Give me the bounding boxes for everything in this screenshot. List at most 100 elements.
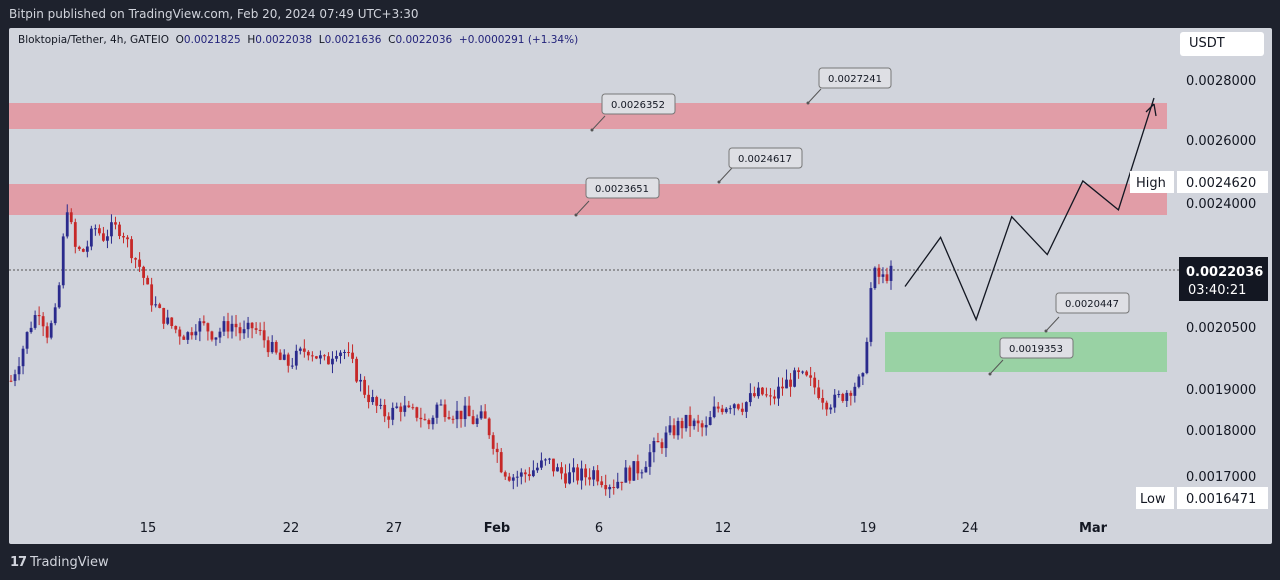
candle-body	[716, 406, 720, 409]
candle-body	[126, 237, 129, 240]
low-key: L	[318, 34, 325, 46]
candle-body	[17, 366, 21, 375]
high-label-box	[1130, 171, 1174, 193]
candle-body	[222, 321, 226, 332]
candle-body	[833, 394, 837, 408]
candle-body	[761, 387, 764, 395]
low-value: 0.0016471	[1186, 492, 1256, 507]
candle-body	[540, 460, 543, 468]
candle-body	[535, 467, 539, 471]
candle-body	[286, 354, 290, 366]
candle-body	[49, 323, 53, 338]
candle-body	[351, 352, 354, 359]
x-tick: 15	[140, 521, 157, 536]
candle-body	[258, 329, 262, 331]
candle-body	[21, 348, 25, 367]
candle-body	[359, 379, 362, 382]
candle-body	[339, 352, 342, 357]
candle-body	[371, 397, 375, 403]
candle-body	[624, 467, 628, 483]
candle-body	[218, 331, 222, 338]
candle-body	[467, 405, 471, 417]
candle-body	[793, 370, 796, 387]
tradingview-brand[interactable]: 17 TradingView	[10, 555, 109, 570]
candle-body	[507, 476, 511, 481]
chart-area[interactable]: 0.0026352 0.0027241 0.0023651 0.0024617 …	[9, 28, 1272, 544]
candle-body	[873, 267, 877, 289]
candle-body	[77, 246, 81, 250]
candle-body	[93, 228, 97, 230]
candle-body	[270, 341, 274, 353]
symbol-legend[interactable]: Bloktopia/Tether, 4h, GATEIO O0.0021825 …	[18, 34, 578, 46]
candle-body	[877, 267, 881, 277]
candle-body	[102, 233, 105, 241]
candle-body	[69, 212, 73, 223]
callout-label: 0.0024617	[738, 154, 792, 165]
y-tick: 0.0028000	[1186, 74, 1256, 89]
candle-body	[363, 379, 367, 395]
candle-body	[210, 331, 214, 340]
candle-body	[106, 236, 109, 241]
candle-body	[13, 374, 17, 381]
candle-body	[415, 407, 419, 418]
candle-body	[588, 477, 592, 480]
x-tick: 22	[283, 521, 300, 536]
callout-0026352[interactable]: 0.0026352	[590, 93, 676, 132]
low-label: Low	[1140, 492, 1166, 507]
candle-body	[302, 348, 306, 352]
candle-body	[752, 393, 756, 397]
currency-unit-button[interactable]: USDT	[1180, 32, 1264, 56]
candle-body	[813, 377, 817, 388]
candle-body	[748, 393, 752, 403]
candle-body	[568, 472, 571, 484]
callout-0027241[interactable]: 0.0027241	[806, 67, 892, 105]
candle-body	[53, 307, 57, 324]
candle-body	[857, 376, 861, 387]
candle-body	[419, 417, 423, 420]
callout-0019353[interactable]: 0.0019353	[988, 337, 1074, 376]
callout-label: 0.0027241	[828, 74, 882, 85]
candle-body	[33, 315, 37, 328]
candle-body	[134, 258, 137, 260]
candle-body	[178, 329, 182, 337]
candle-body	[226, 321, 230, 332]
candle-body	[720, 408, 724, 413]
y-tick: 0.0020500	[1186, 321, 1256, 336]
candle-body	[889, 265, 893, 281]
open-value: 0.0021825	[183, 34, 241, 46]
candle-body	[150, 284, 154, 306]
callout-0020447[interactable]: 0.0020447	[1044, 292, 1130, 333]
callout-0024617[interactable]: 0.0024617	[717, 147, 803, 184]
candle-body	[459, 410, 463, 420]
candle-body	[294, 350, 298, 366]
candle-body	[81, 249, 85, 252]
y-tick: 0.0017000	[1186, 470, 1256, 485]
candle-body	[335, 356, 338, 359]
candle-body	[146, 277, 150, 285]
candle-body	[278, 352, 282, 360]
candle-body	[712, 406, 716, 418]
candle-body	[110, 222, 113, 237]
candle-body	[114, 222, 117, 225]
candle-body	[773, 396, 776, 399]
time-scale[interactable]: 15 22 27 Feb 6 12 19 24 Mar	[140, 521, 1108, 536]
candle-body	[688, 414, 692, 427]
candle-body	[849, 392, 853, 396]
callout-label: 0.0026352	[611, 100, 665, 111]
candle-body	[728, 408, 732, 410]
price-scale[interactable]: 0.0028000 0.0026000 0.0024000 0.0020500 …	[1130, 74, 1268, 509]
price-chart-svg[interactable]: 0.0026352 0.0027241 0.0023651 0.0024617 …	[9, 28, 1272, 544]
candle-body	[708, 417, 712, 425]
close-key: C	[388, 34, 396, 46]
tradingview-logo-icon: 17	[10, 555, 27, 570]
high-key: H	[247, 34, 256, 46]
candle-body	[122, 236, 125, 238]
high-value: 0.0022038	[255, 34, 313, 46]
candle-body	[463, 405, 467, 420]
candle-body	[314, 356, 318, 359]
callout-label: 0.0020447	[1065, 299, 1119, 310]
x-tick: Mar	[1079, 521, 1108, 536]
candle-body	[560, 467, 563, 474]
candle-body	[769, 395, 772, 397]
callout-0023651[interactable]: 0.0023651	[574, 177, 660, 217]
